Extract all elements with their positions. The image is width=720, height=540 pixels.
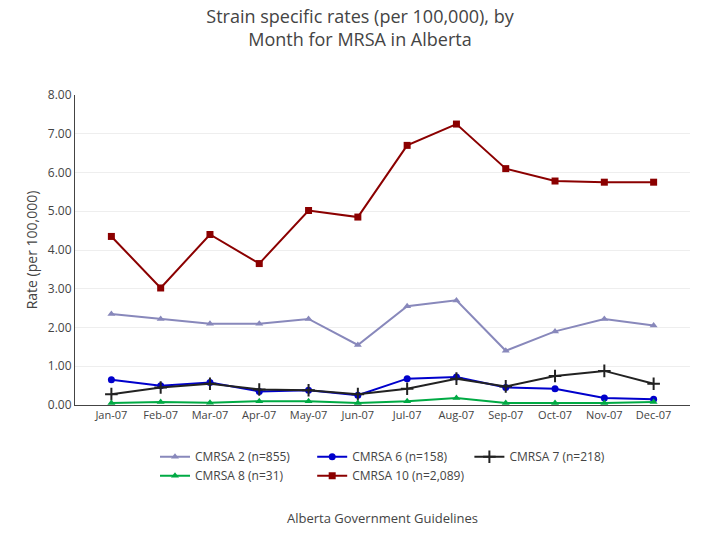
svg-text:6.00: 6.00	[48, 164, 72, 181]
svg-text:CMRSA 7 (n=218): CMRSA 7 (n=218)	[509, 448, 604, 465]
svg-text:Strain specific rates (per 100: Strain specific rates (per 100,000), byM…	[206, 4, 514, 51]
svg-text:Jun-07: Jun-07	[341, 407, 375, 422]
svg-text:4.00: 4.00	[48, 241, 72, 258]
svg-text:Jan-07: Jan-07	[94, 407, 127, 422]
svg-text:CMRSA 8 (n=31): CMRSA 8 (n=31)	[195, 467, 284, 484]
svg-text:CMRSA 2 (n=855): CMRSA 2 (n=855)	[195, 448, 290, 465]
svg-text:Nov-07: Nov-07	[586, 407, 623, 422]
svg-text:Rate (per 100,000): Rate (per 100,000)	[22, 191, 41, 310]
svg-text:May-07: May-07	[290, 407, 328, 422]
svg-text:Mar-07: Mar-07	[192, 407, 229, 422]
svg-text:CMRSA 6 (n=158): CMRSA 6 (n=158)	[352, 448, 447, 465]
svg-text:Sep-07: Sep-07	[488, 407, 523, 422]
svg-text:0.00: 0.00	[48, 396, 72, 413]
svg-text:Alberta Government Guidelines: Alberta Government Guidelines	[287, 509, 478, 527]
svg-text:CMRSA 10 (n=2,089): CMRSA 10 (n=2,089)	[352, 467, 464, 484]
svg-text:1.00: 1.00	[48, 357, 72, 374]
svg-text:7.00: 7.00	[48, 125, 72, 142]
svg-text:Feb-07: Feb-07	[143, 407, 178, 422]
svg-text:Apr-07: Apr-07	[242, 407, 276, 422]
svg-text:Oct-07: Oct-07	[538, 407, 572, 422]
svg-text:3.00: 3.00	[48, 280, 72, 297]
svg-text:Jul-07: Jul-07	[392, 407, 422, 422]
svg-text:2.00: 2.00	[48, 319, 72, 336]
svg-text:5.00: 5.00	[48, 202, 72, 219]
svg-text:Aug-07: Aug-07	[439, 407, 475, 422]
svg-text:8.00: 8.00	[48, 86, 72, 103]
svg-text:Dec-07: Dec-07	[636, 407, 672, 422]
